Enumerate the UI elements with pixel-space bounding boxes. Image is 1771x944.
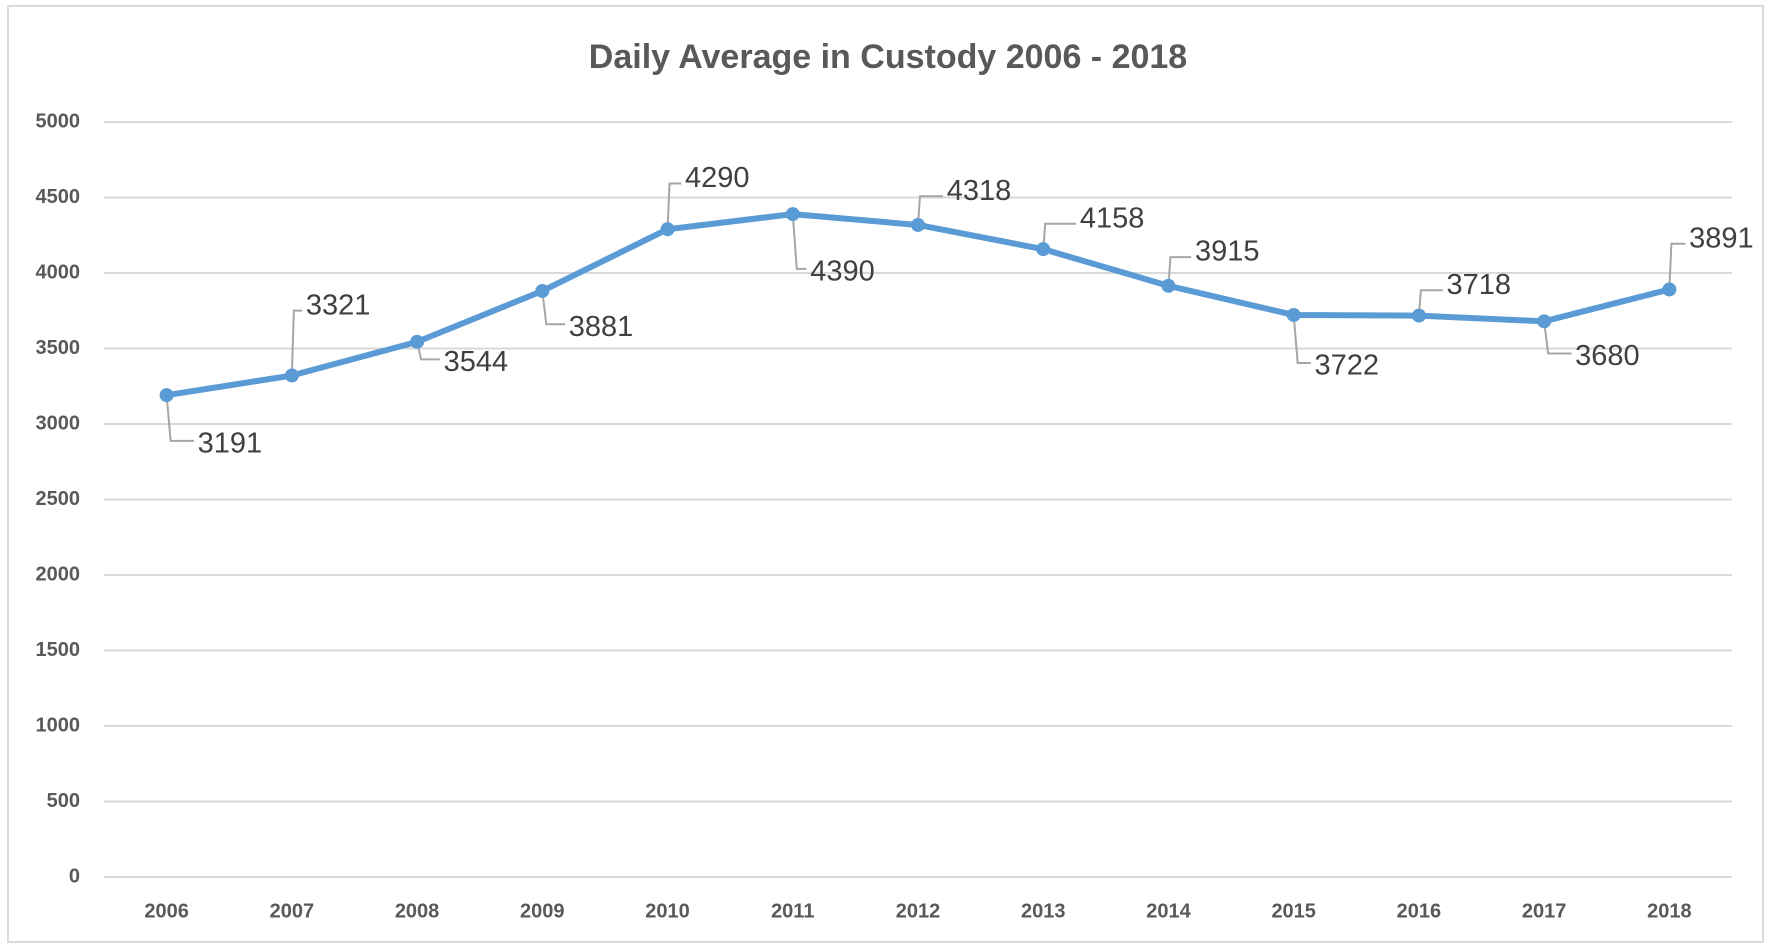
data-label: 3891 bbox=[1689, 222, 1754, 254]
leader-line bbox=[541, 290, 566, 326]
x-tick-label: 2015 bbox=[1271, 900, 1316, 922]
leader-line bbox=[917, 195, 944, 226]
point bbox=[1286, 307, 1301, 322]
point bbox=[159, 388, 174, 403]
point bbox=[1411, 308, 1426, 323]
point bbox=[785, 207, 800, 222]
leader-line bbox=[666, 182, 682, 230]
point bbox=[911, 217, 925, 232]
y-tick-label: 4000 bbox=[36, 261, 81, 283]
x-tick-label: 2014 bbox=[1146, 900, 1191, 922]
y-tick-label: 0 bbox=[69, 865, 80, 887]
point bbox=[1537, 314, 1552, 329]
x-tick-label: 2017 bbox=[1522, 900, 1567, 922]
y-tick-label: 5000 bbox=[36, 110, 81, 132]
point bbox=[284, 368, 299, 383]
x-tick-label: 2006 bbox=[144, 900, 189, 922]
y-tick-label: 2000 bbox=[36, 563, 81, 585]
data-label: 3722 bbox=[1315, 350, 1380, 382]
x-tick-label: 2016 bbox=[1397, 900, 1442, 922]
data-label: 3881 bbox=[569, 311, 634, 343]
x-tick-label: 2010 bbox=[645, 900, 690, 922]
y-tick-label: 2500 bbox=[36, 488, 81, 510]
point bbox=[535, 283, 550, 298]
data-label: 4318 bbox=[947, 175, 1012, 207]
x-tick-label: 2018 bbox=[1647, 900, 1692, 922]
leader-line bbox=[1417, 289, 1443, 316]
leader-line bbox=[1292, 314, 1311, 364]
point bbox=[660, 222, 675, 237]
data-label: 4390 bbox=[810, 256, 875, 288]
chart-frame bbox=[7, 5, 1764, 943]
data-label: 4290 bbox=[685, 162, 750, 194]
point bbox=[410, 334, 425, 349]
point bbox=[1036, 242, 1051, 257]
data-label: 3544 bbox=[444, 346, 509, 378]
data-label: 3321 bbox=[306, 289, 371, 321]
x-tick-label: 2013 bbox=[1021, 900, 1066, 922]
y-tick-label: 4500 bbox=[36, 186, 81, 208]
leader-line bbox=[290, 309, 303, 376]
leader-line bbox=[1668, 242, 1686, 290]
y-tick-label: 1000 bbox=[36, 714, 81, 736]
y-tick-label: 500 bbox=[47, 790, 80, 812]
x-tick-label: 2007 bbox=[270, 900, 315, 922]
x-tick-label: 2011 bbox=[771, 900, 814, 922]
x-tick-label: 2012 bbox=[896, 900, 941, 922]
point bbox=[1161, 278, 1176, 293]
y-tick-label: 1500 bbox=[36, 639, 81, 661]
leader-line bbox=[1042, 222, 1077, 250]
x-tick-label: 2009 bbox=[520, 900, 565, 922]
leader-line bbox=[165, 395, 194, 442]
leader-line bbox=[791, 214, 807, 270]
data-label: 3680 bbox=[1575, 340, 1640, 372]
data-label: 3191 bbox=[198, 428, 263, 460]
leader-line bbox=[1167, 256, 1192, 286]
y-tick-label: 3500 bbox=[36, 337, 81, 359]
x-tick-label: 2008 bbox=[395, 900, 440, 922]
data-label: 4158 bbox=[1080, 202, 1145, 234]
point bbox=[1662, 282, 1677, 297]
leader-line bbox=[1543, 321, 1572, 355]
y-tick-label: 3000 bbox=[36, 412, 81, 434]
chart-title: Daily Average in Custody 2006 - 2018 bbox=[589, 38, 1187, 76]
data-label: 3915 bbox=[1195, 236, 1260, 268]
data-label: 3718 bbox=[1447, 269, 1512, 301]
